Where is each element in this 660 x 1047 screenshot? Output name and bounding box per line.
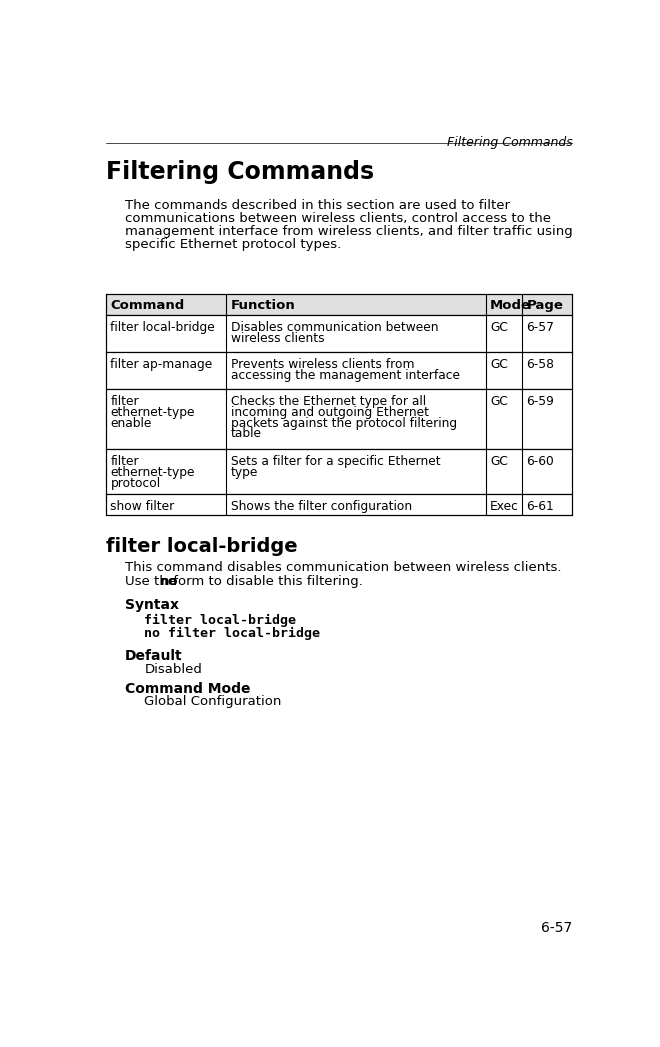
Text: Disables communication between: Disables communication between [230, 321, 438, 334]
Text: Prevents wireless clients from: Prevents wireless clients from [230, 358, 414, 372]
Text: Default: Default [125, 649, 183, 663]
Bar [106, 352, 572, 389]
Text: filter: filter [110, 395, 139, 408]
Text: Syntax: Syntax [125, 599, 179, 612]
Text: Mode: Mode [490, 298, 531, 312]
Text: show filter: show filter [110, 499, 175, 513]
Text: table: table [230, 427, 261, 441]
Bar [106, 494, 572, 515]
Text: GC: GC [490, 321, 508, 334]
Text: Sets a filter for a specific Ethernet: Sets a filter for a specific Ethernet [230, 455, 440, 468]
Text: Exec: Exec [490, 499, 519, 513]
Text: filter local-bridge: filter local-bridge [106, 537, 298, 556]
Text: The commands described in this section are used to filter: The commands described in this section a… [125, 199, 510, 211]
Text: enable: enable [110, 417, 152, 429]
Text: 6-57: 6-57 [541, 921, 572, 935]
Text: Filtering Commands: Filtering Commands [447, 136, 572, 150]
Text: Global Configuration: Global Configuration [145, 695, 282, 709]
Text: communications between wireless clients, control access to the: communications between wireless clients,… [125, 211, 551, 225]
Text: 6-60: 6-60 [527, 455, 554, 468]
Text: GC: GC [490, 358, 508, 372]
Text: ethernet-type: ethernet-type [110, 466, 195, 478]
Text: ethernet-type: ethernet-type [110, 406, 195, 419]
Text: Shows the filter configuration: Shows the filter configuration [230, 499, 412, 513]
Text: incoming and outgoing Ethernet: incoming and outgoing Ethernet [230, 406, 428, 419]
Text: specific Ethernet protocol types.: specific Ethernet protocol types. [125, 238, 341, 251]
Text: Use the: Use the [125, 575, 180, 588]
Text: protocol: protocol [110, 476, 160, 490]
Bar [106, 315, 572, 352]
Text: Filtering Commands: Filtering Commands [106, 160, 374, 184]
Text: wireless clients: wireless clients [230, 332, 324, 346]
Bar [106, 389, 572, 449]
Text: Command Mode: Command Mode [125, 682, 251, 695]
Text: 6-61: 6-61 [527, 499, 554, 513]
Text: Function: Function [230, 298, 295, 312]
Text: 6-58: 6-58 [527, 358, 554, 372]
Bar [106, 449, 572, 494]
Text: management interface from wireless clients, and filter traffic using: management interface from wireless clien… [125, 225, 573, 238]
Text: packets against the protocol filtering: packets against the protocol filtering [230, 417, 457, 429]
Text: accessing the management interface: accessing the management interface [230, 369, 459, 382]
Text: no filter local-bridge: no filter local-bridge [145, 627, 321, 640]
Text: This command disables communication between wireless clients.: This command disables communication betw… [125, 561, 562, 575]
Text: filter local-bridge: filter local-bridge [145, 614, 296, 627]
Text: filter local-bridge: filter local-bridge [110, 321, 215, 334]
Text: filter ap-manage: filter ap-manage [110, 358, 213, 372]
Text: Page: Page [527, 298, 564, 312]
Text: GC: GC [490, 455, 508, 468]
Text: GC: GC [490, 395, 508, 408]
Text: type: type [230, 466, 258, 478]
Text: form to disable this filtering.: form to disable this filtering. [170, 575, 363, 588]
Bar [106, 293, 572, 315]
Text: Checks the Ethernet type for all: Checks the Ethernet type for all [230, 395, 426, 408]
Text: Command: Command [110, 298, 185, 312]
Text: 6-57: 6-57 [527, 321, 554, 334]
Text: no: no [160, 575, 178, 588]
Text: 6-59: 6-59 [527, 395, 554, 408]
Text: Disabled: Disabled [145, 663, 203, 676]
Text: filter: filter [110, 455, 139, 468]
